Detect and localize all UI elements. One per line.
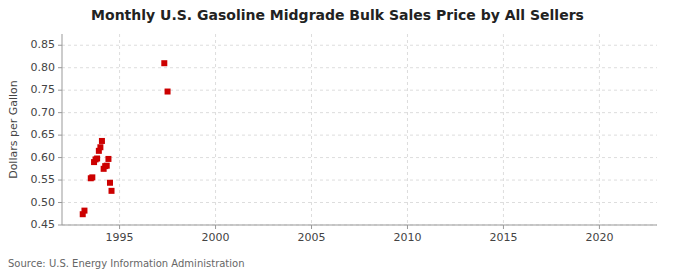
y-tick-label: 0.85 bbox=[31, 38, 56, 51]
x-tick bbox=[311, 225, 312, 229]
x-grid-line bbox=[599, 34, 600, 225]
y-grid-line bbox=[62, 180, 657, 181]
y-grid-line bbox=[62, 112, 657, 113]
title: Monthly U.S. Gasoline Midgrade Bulk Sale… bbox=[91, 7, 584, 23]
y-tick bbox=[58, 67, 62, 68]
y-grid-line bbox=[62, 202, 657, 203]
y-grid-line bbox=[62, 225, 657, 226]
point bbox=[105, 156, 111, 162]
x-tick bbox=[119, 225, 120, 229]
y-tick-label: 0.75 bbox=[31, 83, 56, 96]
y-tick-label: 0.60 bbox=[31, 151, 56, 164]
point bbox=[99, 138, 105, 144]
y-grid-line bbox=[62, 67, 657, 68]
point bbox=[97, 144, 103, 150]
point bbox=[109, 188, 115, 194]
y-axis-line bbox=[62, 34, 63, 225]
y-tick bbox=[58, 180, 62, 181]
point bbox=[161, 60, 167, 66]
y-tick bbox=[58, 157, 62, 158]
x-grid-line bbox=[119, 34, 120, 225]
y-tick-label: 0.70 bbox=[31, 106, 56, 119]
x-axis-line bbox=[62, 225, 657, 226]
x-tick-label: 2010 bbox=[393, 231, 421, 244]
x-tick bbox=[599, 225, 600, 229]
x-tick-label: 2000 bbox=[202, 231, 230, 244]
y-grid-line bbox=[62, 135, 657, 136]
y-tick bbox=[58, 202, 62, 203]
x-tick-label: 2020 bbox=[585, 231, 613, 244]
y-tick bbox=[58, 45, 62, 46]
y-grid-line bbox=[62, 45, 657, 46]
y-tick bbox=[58, 135, 62, 136]
y-tick-label: 0.55 bbox=[31, 173, 56, 186]
point bbox=[104, 163, 110, 169]
y-axis-label: Dollars per Gallon bbox=[7, 80, 20, 179]
y-tick bbox=[58, 225, 62, 226]
y-tick-label: 0.50 bbox=[31, 196, 56, 209]
source-note: Source: U.S. Energy Information Administ… bbox=[8, 258, 245, 269]
y-tick-label: 0.45 bbox=[31, 218, 56, 231]
grid bbox=[62, 34, 657, 225]
x-tick bbox=[215, 225, 216, 229]
y-grid-line bbox=[62, 90, 657, 91]
x-tick-label: 2005 bbox=[298, 231, 326, 244]
x-tick-label: 1995 bbox=[106, 231, 134, 244]
point bbox=[165, 89, 171, 95]
y-grid-line bbox=[62, 157, 657, 158]
x-grid-line bbox=[407, 34, 408, 225]
x-tick bbox=[503, 225, 504, 229]
points bbox=[80, 60, 171, 217]
chart-container: 0.45 0.50 0.55 0.60 0.65 0.70 0.75 0.80 0.85 1995… bbox=[0, 0, 675, 275]
x-grid-line bbox=[311, 34, 312, 225]
x-tick-label: 2015 bbox=[489, 231, 517, 244]
chart-svg: 0.45 0.50 0.55 0.60 0.65 0.70 0.75 0.80 0.85 1995… bbox=[0, 0, 675, 275]
point bbox=[89, 174, 95, 180]
x-grid-line bbox=[215, 34, 216, 225]
x-tick bbox=[407, 225, 408, 229]
point bbox=[81, 208, 87, 214]
x-grid-line bbox=[503, 34, 504, 225]
point bbox=[107, 180, 113, 186]
y-tick bbox=[58, 90, 62, 91]
point bbox=[94, 155, 100, 161]
y-tick-label: 0.80 bbox=[31, 61, 56, 74]
y-tick-label: 0.65 bbox=[31, 128, 56, 141]
y-tick bbox=[58, 112, 62, 113]
